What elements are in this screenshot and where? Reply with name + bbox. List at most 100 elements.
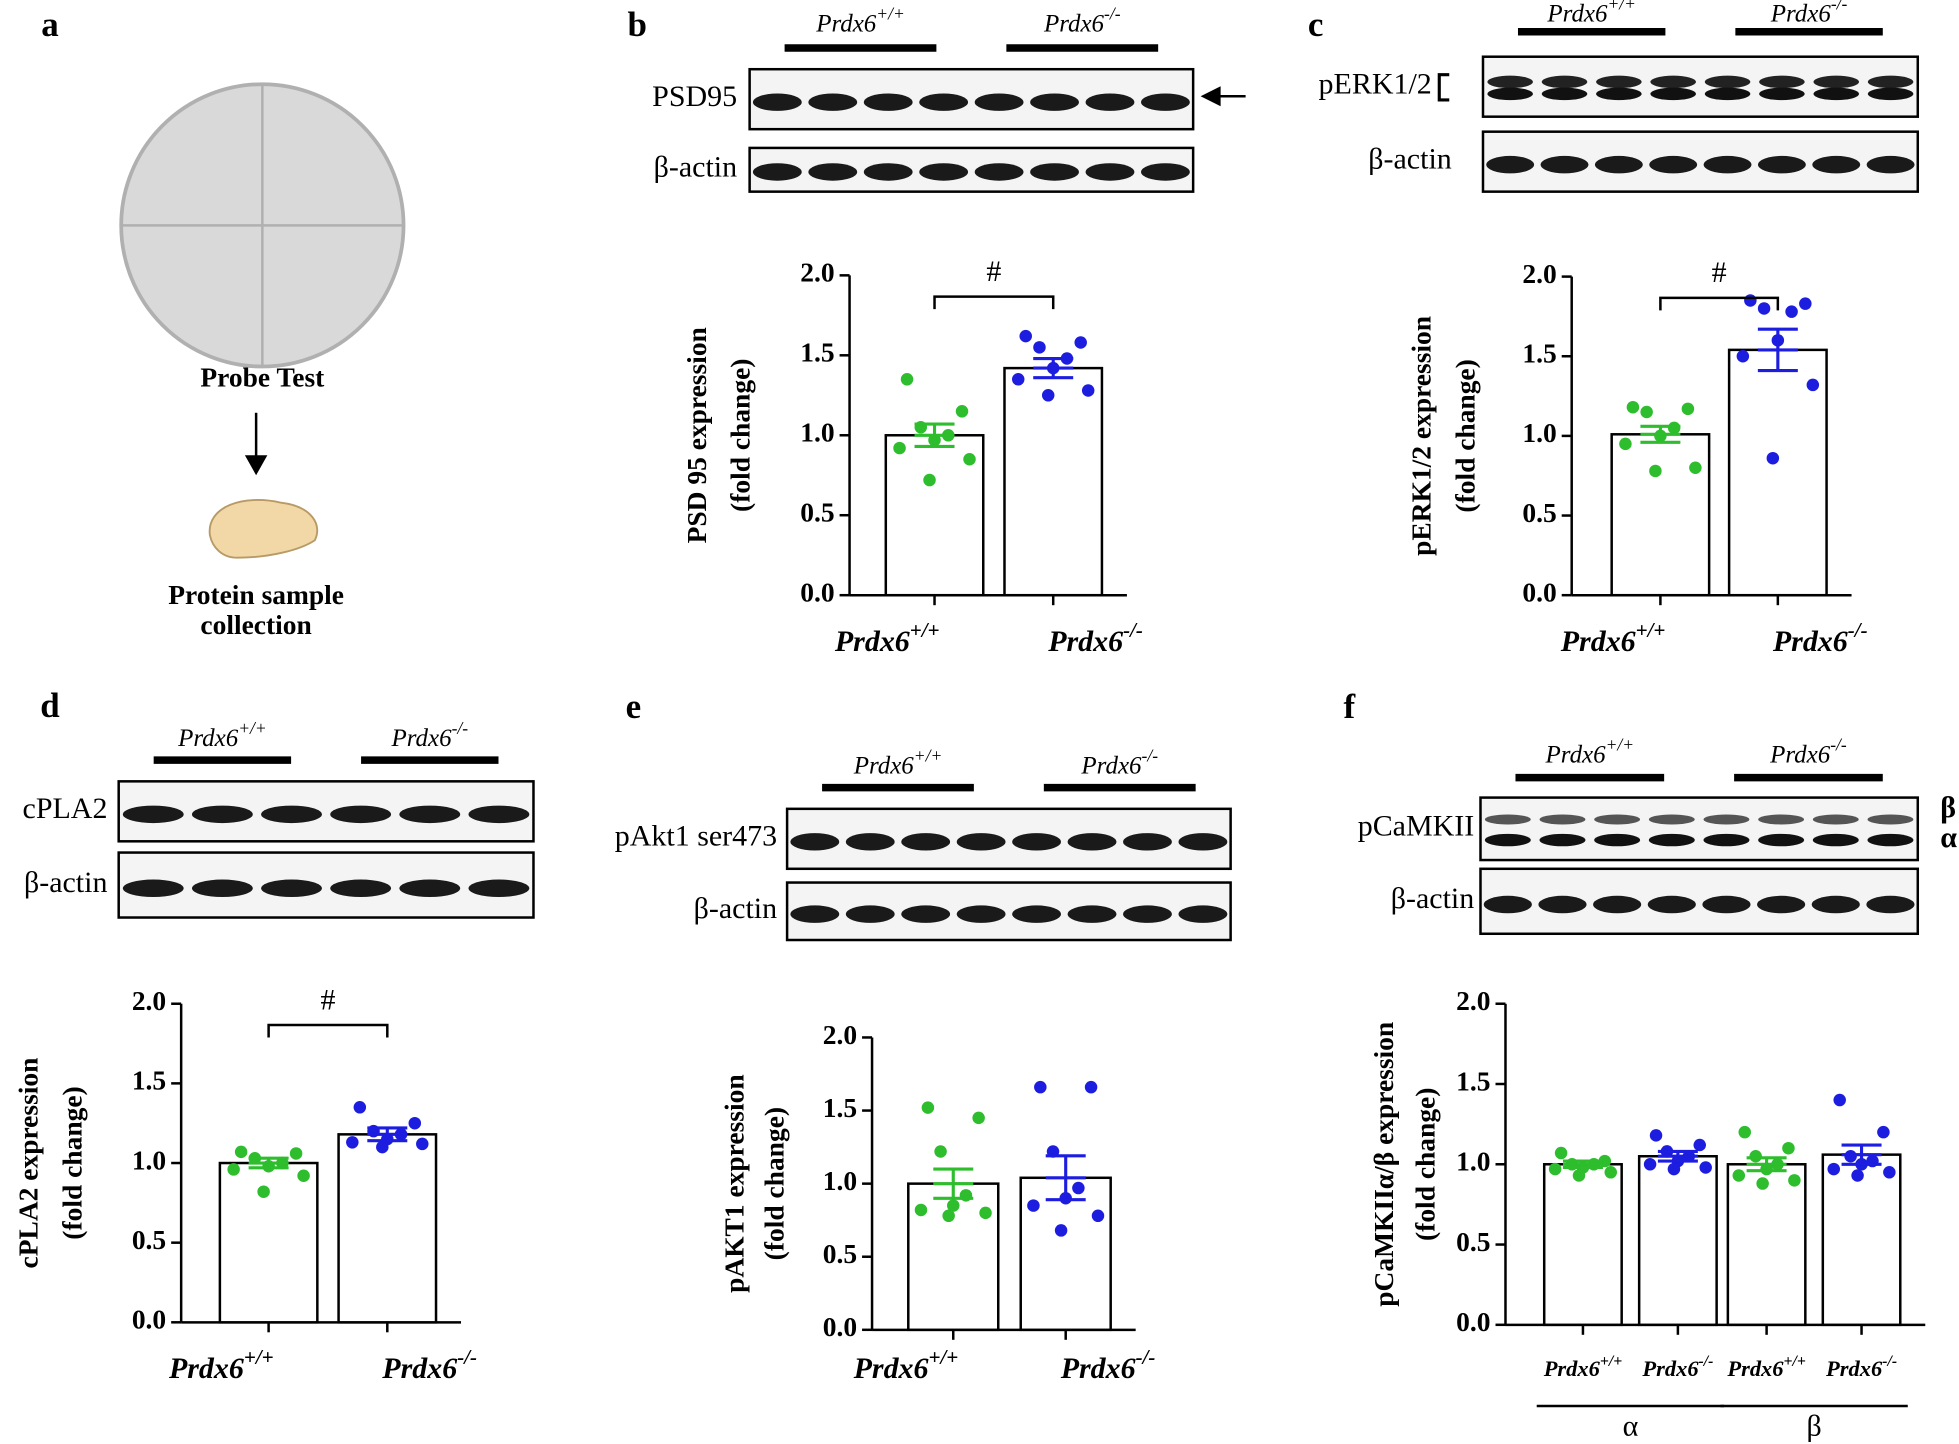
blot-band	[1812, 814, 1859, 825]
y-tick-label: 1.0	[823, 1166, 857, 1196]
blot-band	[1141, 163, 1190, 181]
x-tick-label: Prdx6+/+	[168, 1345, 274, 1385]
y-tick-label: 0.0	[823, 1312, 857, 1342]
blot-bracket	[1437, 73, 1450, 102]
bar	[1003, 366, 1104, 597]
significance-label: #	[986, 255, 1001, 288]
significance-bracket	[933, 295, 1055, 310]
blot-band	[1867, 814, 1914, 825]
blot-band	[1594, 833, 1641, 847]
blot-band	[974, 93, 1024, 111]
data-point	[979, 1206, 992, 1220]
data-point	[1626, 400, 1640, 414]
y-axis-label: (fold change)	[1450, 359, 1480, 512]
y-tick-label: 1.0	[800, 418, 834, 448]
panel-label: c	[1308, 5, 1324, 44]
data-point	[257, 1185, 270, 1198]
data-point	[1851, 1169, 1864, 1182]
data-point	[1806, 378, 1820, 392]
data-point	[1693, 1138, 1706, 1152]
blot-band	[330, 879, 392, 898]
brain-icon	[208, 499, 319, 559]
data-point	[972, 1111, 985, 1125]
blot-band	[808, 93, 858, 111]
blot-row-label: PSD95	[652, 80, 737, 113]
x-tick-label: Prdx6-/-	[1772, 618, 1868, 658]
blot-group-label: Prdx6+/+	[177, 718, 267, 752]
y-tick-label: 0.5	[800, 498, 834, 528]
blot-band	[1757, 155, 1806, 174]
blot-group-label: Prdx6-/-	[1770, 0, 1848, 27]
blot-band	[790, 905, 840, 923]
x-tick-label: Prdx6+/+	[853, 1345, 959, 1385]
y-tick-label: 2.0	[823, 1020, 857, 1050]
blot-band	[956, 833, 1006, 851]
blot-band	[1012, 905, 1061, 923]
data-point	[1084, 1080, 1098, 1094]
blot-band	[1704, 87, 1751, 101]
blot-band	[1759, 87, 1805, 101]
blot-row-label: pAkt1 ser473	[615, 820, 777, 853]
data-point	[1799, 297, 1812, 310]
blot-band	[808, 163, 858, 181]
x-tick-label: Prdx6-/-	[1825, 1353, 1897, 1381]
blot-band	[1541, 75, 1588, 89]
data-point	[1649, 1129, 1663, 1142]
data-point	[1667, 421, 1681, 435]
y-axis-label: PSD 95 expression	[682, 327, 712, 543]
data-point	[1689, 461, 1702, 475]
blot-band	[261, 805, 322, 824]
blot	[1481, 55, 1920, 118]
blot-band	[1867, 87, 1914, 101]
y-axis-label: cPLA2 expression	[14, 1058, 44, 1269]
data-point	[1732, 1169, 1746, 1182]
y-tick-label: 0.0	[132, 1305, 166, 1335]
data-point	[1554, 1146, 1568, 1160]
significance-label: #	[320, 983, 335, 1016]
blot-group-label: Prdx6-/-	[390, 718, 468, 752]
bar	[1727, 348, 1828, 597]
blot-band	[1541, 87, 1588, 101]
data-point	[1681, 402, 1695, 416]
blot-band	[1123, 833, 1172, 851]
y-tick-label: 0.5	[1522, 498, 1556, 528]
step-caption: collection	[200, 610, 311, 640]
blot-band	[790, 833, 840, 851]
step-caption: Protein sample	[168, 580, 344, 610]
blot-band	[1867, 833, 1914, 847]
data-point	[1782, 1141, 1795, 1155]
data-point	[1756, 1177, 1769, 1190]
blot-band	[1483, 895, 1532, 914]
blot-band	[1703, 814, 1750, 825]
x-tick-label: Prdx6+/+	[1726, 1353, 1806, 1381]
panel-label: a	[41, 5, 58, 44]
data-point	[1081, 384, 1095, 397]
blot-band	[1647, 895, 1696, 914]
data-point	[1074, 336, 1087, 349]
blot-band	[845, 905, 895, 923]
data-point	[227, 1163, 240, 1176]
data-point	[1034, 1080, 1047, 1094]
y-tick-label: 0.5	[823, 1239, 857, 1269]
blot-band	[901, 833, 951, 851]
data-point	[1833, 1093, 1846, 1107]
y-tick-label: 1.5	[1522, 339, 1556, 369]
data-point	[1572, 1169, 1586, 1182]
blot-band	[1758, 814, 1805, 825]
blot-band	[1757, 895, 1806, 914]
data-point	[1736, 350, 1750, 363]
blot-band	[1539, 833, 1586, 847]
blot-band	[1648, 814, 1695, 825]
data-point	[1649, 464, 1662, 478]
data-point	[1033, 341, 1046, 354]
blot-group-label: Prdx6-/-	[1043, 3, 1121, 37]
data-point	[1619, 437, 1632, 451]
blot-group-label: Prdx6+/+	[853, 746, 943, 780]
y-tick-label: 1.0	[132, 1145, 166, 1175]
data-point	[1749, 1150, 1762, 1163]
y-tick-label: 2.0	[1522, 259, 1556, 289]
data-point	[1877, 1125, 1890, 1139]
significance-bracket	[1659, 296, 1780, 311]
data-point	[1827, 1162, 1840, 1176]
y-tick-label: 0.0	[1456, 1307, 1490, 1337]
